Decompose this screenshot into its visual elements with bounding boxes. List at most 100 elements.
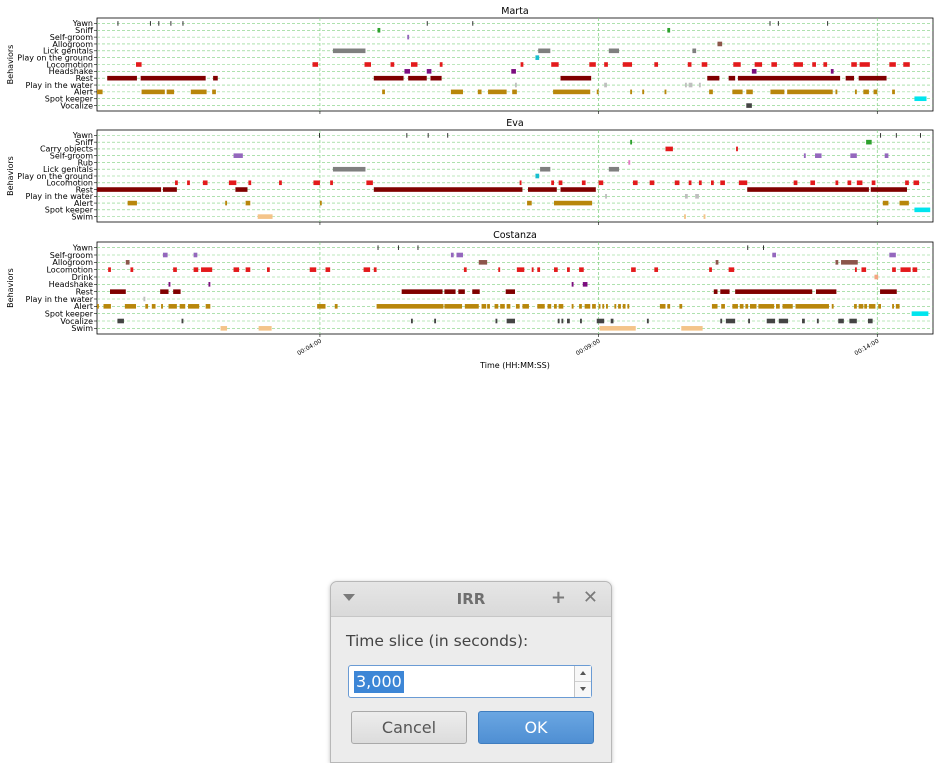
event-bar <box>841 260 858 265</box>
behavior-label: Spot keeper <box>45 309 94 318</box>
event-bar <box>553 89 591 95</box>
event-bar <box>458 289 465 294</box>
spin-up-icon[interactable] <box>575 666 591 682</box>
event-bar <box>851 62 857 67</box>
event-bar <box>406 133 408 138</box>
event-bar <box>608 166 620 172</box>
event-bar <box>738 180 748 186</box>
event-bar <box>793 62 803 67</box>
event-bar <box>557 318 560 324</box>
event-bar <box>319 200 322 206</box>
event-bar <box>124 304 137 309</box>
event-bar <box>567 267 570 272</box>
x-tick-label: 00:09:00 <box>575 338 602 358</box>
event-bar <box>751 69 757 74</box>
event-bar <box>97 89 103 95</box>
event-bar <box>602 304 605 309</box>
event-bar <box>889 252 896 258</box>
event-bar <box>410 318 413 324</box>
behavior-label: Allogroom <box>52 258 93 267</box>
event-bar <box>713 289 718 294</box>
event-bar <box>763 245 765 250</box>
event-bar <box>747 187 869 192</box>
event-bar <box>363 267 371 272</box>
event-bar <box>667 304 671 309</box>
event-bar <box>179 304 186 309</box>
event-bar <box>426 21 428 26</box>
event-bar <box>787 89 833 95</box>
cancel-button[interactable]: Cancel <box>351 711 467 744</box>
event-bar <box>646 318 649 324</box>
event-bar <box>858 75 887 81</box>
close-icon[interactable]: ✕ <box>582 587 598 608</box>
event-bar <box>880 133 882 138</box>
event-bar <box>551 180 555 186</box>
window-menu-icon[interactable] <box>343 594 355 601</box>
event-bar <box>911 311 929 316</box>
event-bar <box>627 304 630 309</box>
event-bar <box>166 89 175 95</box>
event-bar <box>710 180 714 186</box>
event-bar <box>721 304 725 309</box>
spin-down-icon[interactable] <box>575 682 591 697</box>
event-bar <box>831 304 834 309</box>
event-bar <box>213 75 218 81</box>
event-bar <box>732 89 743 95</box>
maximize-icon[interactable]: + <box>550 587 566 608</box>
event-bar <box>168 282 171 287</box>
event-bar <box>782 304 793 309</box>
event-bar <box>584 304 591 309</box>
event-bar <box>606 304 608 309</box>
event-bar <box>187 180 190 186</box>
event-bar <box>130 267 134 272</box>
event-bar <box>664 89 667 95</box>
event-bar <box>404 69 411 74</box>
behavior-label: Yawn <box>72 19 93 28</box>
y-axis-label: Behaviors <box>6 45 15 85</box>
event-bar <box>604 62 608 67</box>
event-bar <box>579 267 584 272</box>
time-slice-value[interactable]: 3,000 <box>354 671 404 693</box>
event-bar <box>225 200 228 206</box>
event-bar <box>233 267 240 272</box>
event-bar <box>439 62 443 67</box>
event-bar <box>903 62 910 67</box>
event-bar <box>681 326 703 331</box>
event-bar <box>538 48 551 54</box>
event-bar <box>728 75 736 81</box>
event-bar <box>506 304 511 309</box>
event-bar <box>464 304 479 309</box>
event-bar <box>519 180 522 186</box>
event-bar <box>257 214 273 219</box>
time-slice-spinbox[interactable]: 3,000 <box>348 665 592 698</box>
event-bar <box>905 180 909 186</box>
event-bar <box>674 180 680 186</box>
event-bar <box>871 180 876 186</box>
event-bar <box>866 139 872 145</box>
event-bar <box>309 267 317 272</box>
event-bar <box>737 75 841 81</box>
behavior-label: Carry objects <box>40 145 93 154</box>
event-bar <box>874 274 879 280</box>
event-bar <box>771 62 777 67</box>
event-bar <box>193 267 199 272</box>
event-bar <box>631 267 636 272</box>
ok-button[interactable]: OK <box>478 711 594 744</box>
event-bar <box>408 75 427 81</box>
event-bar <box>334 304 338 309</box>
event-bar <box>642 89 645 95</box>
event-bar <box>554 200 593 206</box>
panel-title: Eva <box>506 118 523 129</box>
event-bar <box>202 180 208 186</box>
event-bar <box>698 82 701 88</box>
event-bar <box>97 304 99 309</box>
event-bar <box>701 62 708 67</box>
behavior-label: Alert <box>74 199 93 208</box>
behavior-label: Vocalize <box>60 101 93 110</box>
event-bar <box>201 267 213 272</box>
event-bar <box>161 304 163 309</box>
event-bar <box>208 282 211 287</box>
event-bar <box>868 304 876 309</box>
